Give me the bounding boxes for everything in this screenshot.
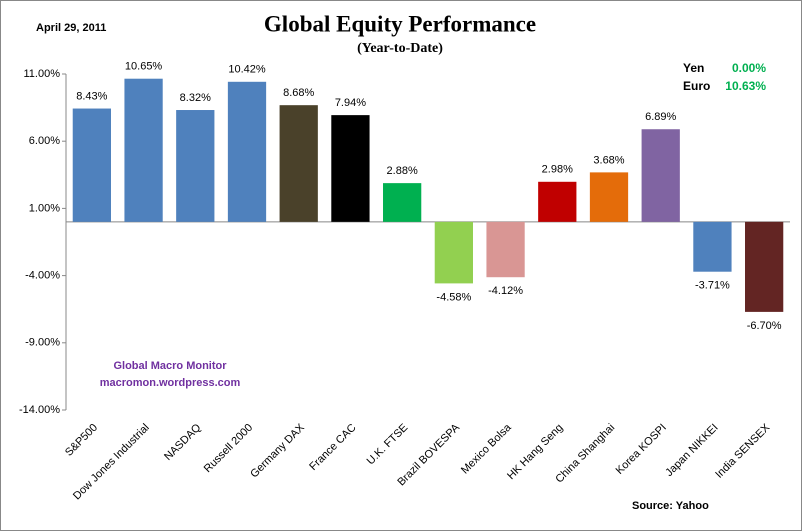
value-label: 8.32% xyxy=(180,92,211,104)
bar xyxy=(124,78,163,222)
currency-name: Yen xyxy=(683,61,704,75)
bar xyxy=(641,129,680,222)
bar xyxy=(331,115,370,222)
value-label: 2.98% xyxy=(542,164,573,176)
value-label: 2.88% xyxy=(387,165,418,177)
bar xyxy=(434,221,473,284)
y-tick-label: 1.00% xyxy=(29,202,60,214)
y-tick-label: -14.00% xyxy=(19,404,60,416)
bar xyxy=(486,221,525,278)
value-label: -3.71% xyxy=(695,280,730,292)
date: April 29, 2011 xyxy=(36,22,106,34)
value-label: 6.89% xyxy=(645,111,676,123)
value-label: -4.12% xyxy=(488,285,523,297)
y-tick-label: -9.00% xyxy=(25,337,60,349)
bar xyxy=(176,110,215,222)
value-label: 7.94% xyxy=(335,97,366,109)
currency-value: 0.00% xyxy=(732,61,766,75)
y-tick-label: 6.00% xyxy=(29,135,60,147)
chart-subtitle: (Year-to-Date) xyxy=(357,41,443,56)
value-label: 8.43% xyxy=(76,90,107,102)
watermark: Global Macro Monitor xyxy=(113,360,227,372)
bar xyxy=(745,221,784,312)
value-label: 8.68% xyxy=(283,87,314,99)
bar xyxy=(538,181,577,222)
bar xyxy=(72,108,111,222)
value-label: -4.58% xyxy=(436,291,471,303)
bar xyxy=(383,183,422,222)
y-tick-label: -4.00% xyxy=(25,270,60,282)
value-label: 10.65% xyxy=(125,61,163,73)
value-label: 3.68% xyxy=(593,154,624,166)
bar xyxy=(279,105,318,222)
chart-title: Global Equity Performance xyxy=(264,11,536,36)
currency-value: 10.63% xyxy=(725,79,766,93)
value-label: 10.42% xyxy=(228,64,266,76)
watermark: macromon.wordpress.com xyxy=(100,377,241,389)
y-tick-label: 11.00% xyxy=(24,68,61,80)
value-label: -6.70% xyxy=(747,320,782,332)
bar xyxy=(589,172,629,222)
bar xyxy=(693,221,732,272)
source: Source: Yahoo xyxy=(632,500,709,512)
currency-name: Euro xyxy=(683,79,710,93)
bar xyxy=(227,81,267,222)
